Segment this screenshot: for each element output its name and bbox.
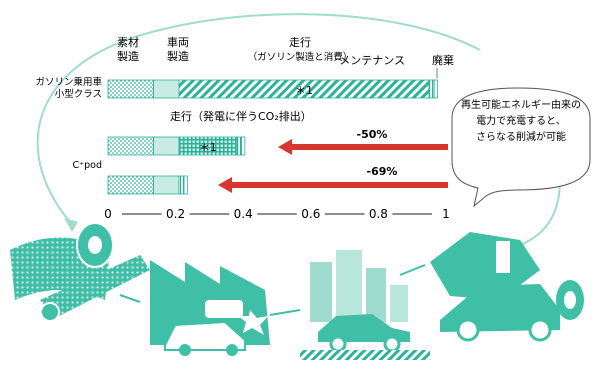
bar-segment <box>107 79 155 99</box>
bar-segment <box>236 136 242 156</box>
bar-segment <box>183 175 188 195</box>
segment-label: （ガソリン製造と消費） <box>248 51 353 63</box>
tick-label: 0.2 <box>166 207 185 221</box>
bar-note: ＊1 <box>295 84 313 97</box>
cycle-arc <box>36 13 481 223</box>
category-label: 小型クラス <box>55 89 102 100</box>
bar-segment <box>433 79 438 99</box>
cycle-arc-right <box>519 179 561 246</box>
tick-label: 0.8 <box>369 207 388 221</box>
tick-label: 0.4 <box>234 207 253 221</box>
bar-segment <box>107 136 155 156</box>
bar-segment <box>178 175 185 195</box>
car-driving-icon <box>300 250 430 360</box>
bar-segment <box>153 175 180 195</box>
engine-scrap-icon <box>430 232 584 342</box>
tick-label: 1 <box>442 207 450 221</box>
category-label: C⁺pod <box>72 160 102 171</box>
segment-label: 素材 <box>117 35 139 49</box>
middle-bar-label: 走行（発電に伴うCO₂排出） <box>170 109 312 123</box>
reduction-label-1: -50% <box>357 128 388 141</box>
segment-label: メンテナンス <box>339 54 405 67</box>
bar-segment <box>241 136 246 156</box>
callout-line-2: 電力で充電すると、 <box>476 114 566 127</box>
callout-line-1: 再生可能エネルギー由来の <box>461 98 581 111</box>
bar-segment <box>153 136 180 156</box>
segment-label: 廃棄 <box>432 53 454 67</box>
category-label: ガソリン乗用車 <box>35 76 102 88</box>
reduction-label-2: -69% <box>367 165 398 178</box>
tick-label: 0 <box>104 207 112 221</box>
bar-segment <box>107 175 155 195</box>
material-roll-icon <box>10 222 150 322</box>
segment-label: 走行 <box>289 36 311 49</box>
reduction-arrow-2: -69% <box>218 165 448 193</box>
bars: ＊1 ＊1 <box>107 79 438 195</box>
callout-line-3: さらなる削減が可能 <box>476 130 566 143</box>
cycle-arrowhead <box>64 218 78 232</box>
callout-bubble: 再生可能エネルギー由来の 電力で充電すると、 さらなる削減が可能 <box>451 87 591 208</box>
segment-label: 車両 <box>167 35 189 49</box>
segment-label: 製造 <box>117 49 139 63</box>
tick-label: 0.6 <box>301 207 320 221</box>
segment-label: 製造 <box>167 49 189 63</box>
x-axis: 0 0.2 0.4 0.6 0.8 1 <box>104 207 450 221</box>
bar-note: ＊1 <box>199 141 217 154</box>
flow-arrows <box>119 264 426 316</box>
bar-segment <box>428 79 435 99</box>
bar-segment <box>153 79 180 99</box>
reduction-arrow-1: -50% <box>278 128 448 155</box>
factory-icon <box>150 260 270 356</box>
